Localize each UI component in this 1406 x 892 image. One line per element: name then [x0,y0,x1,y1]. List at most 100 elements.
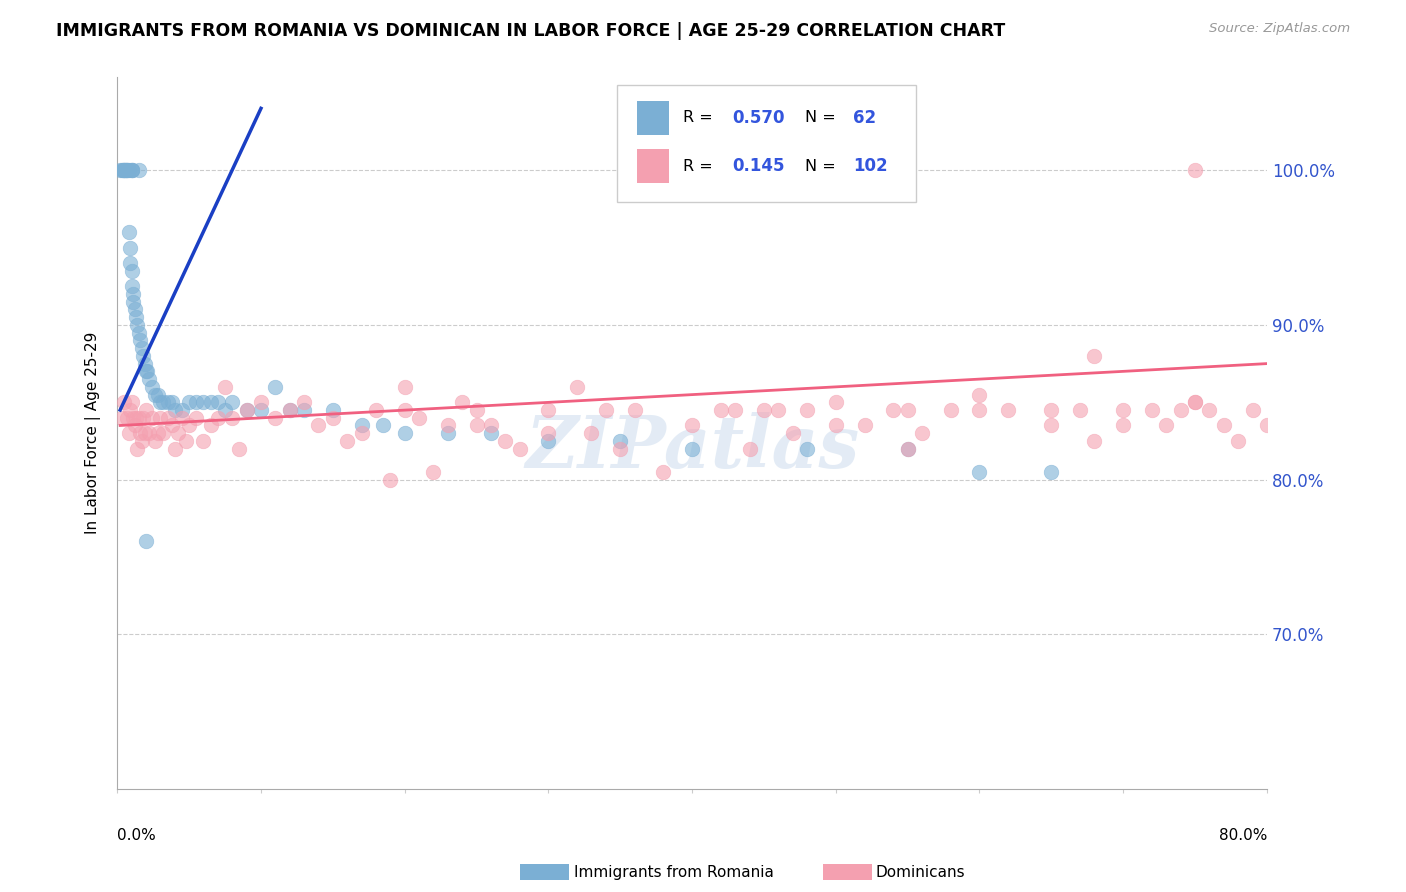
Point [681,418,703,433]
Point [278,403,301,417]
Point [595,403,617,417]
Point [824,395,846,409]
Point [121,279,143,293]
Point [969,403,991,417]
Point [115,163,138,178]
Text: Source: ZipAtlas.com: Source: ZipAtlas.com [1209,22,1350,36]
Point [824,418,846,433]
Point [710,403,733,417]
Text: R =: R = [683,159,718,174]
Point [131,434,153,448]
Point [118,426,141,441]
Point [609,442,631,456]
Point [394,380,416,394]
Point [156,395,179,409]
Point [214,380,236,394]
Point [652,465,675,479]
Point [738,442,761,456]
Point [121,163,143,178]
Point [129,426,152,441]
Point [911,426,934,441]
Point [143,387,166,401]
Point [581,426,603,441]
Point [350,418,373,433]
Point [122,410,145,425]
Point [997,403,1019,417]
Point [125,410,148,425]
Point [193,395,215,409]
Point [120,241,142,255]
Point [1083,434,1105,448]
Point [170,403,193,417]
Point [179,418,201,433]
Point [796,403,818,417]
Text: R =: R = [683,111,718,126]
Point [394,426,416,441]
Point [114,163,136,178]
Point [380,473,402,487]
Point [129,334,152,348]
Point [131,341,153,355]
Point [152,395,174,409]
Point [121,264,143,278]
Point [149,395,172,409]
Point [1140,403,1163,417]
Point [1040,418,1063,433]
Point [422,465,444,479]
Bar [637,101,669,135]
Point [166,426,188,441]
Point [124,302,146,317]
Point [565,380,588,394]
Point [537,403,560,417]
Point [125,310,148,325]
Point [122,294,145,309]
Point [235,403,257,417]
Text: 0.145: 0.145 [733,157,785,176]
Point [479,418,502,433]
Point [117,163,139,178]
Point [124,418,146,433]
Point [121,163,143,178]
Point [1069,403,1091,417]
Point [350,426,373,441]
Point [193,434,215,448]
Point [120,403,142,417]
Text: ZIPatlas: ZIPatlas [524,412,859,483]
Point [322,403,344,417]
Point [1040,403,1063,417]
Point [1256,418,1278,433]
Y-axis label: In Labor Force | Age 25-29: In Labor Force | Age 25-29 [86,332,101,534]
Point [179,395,201,409]
Point [1184,395,1206,409]
Point [141,410,163,425]
Point [121,163,143,178]
Point [135,364,157,378]
Point [509,442,531,456]
Point [138,426,160,441]
Text: Immigrants from Romania: Immigrants from Romania [574,865,773,880]
Point [221,395,243,409]
FancyBboxPatch shape [617,85,917,202]
Point [264,410,287,425]
Text: 102: 102 [853,157,887,176]
Point [436,418,458,433]
Point [1156,418,1178,433]
Text: N =: N = [804,159,841,174]
Point [768,403,790,417]
Point [292,403,315,417]
Point [214,403,236,417]
Point [278,403,301,417]
Point [364,403,387,417]
Point [250,395,273,409]
Point [1212,418,1234,433]
Point [853,418,876,433]
Point [136,364,159,378]
Point [149,410,172,425]
Point [163,403,186,417]
Point [897,403,920,417]
Point [174,434,197,448]
Point [138,372,160,386]
Point [118,225,141,239]
Point [724,403,747,417]
Point [623,403,645,417]
